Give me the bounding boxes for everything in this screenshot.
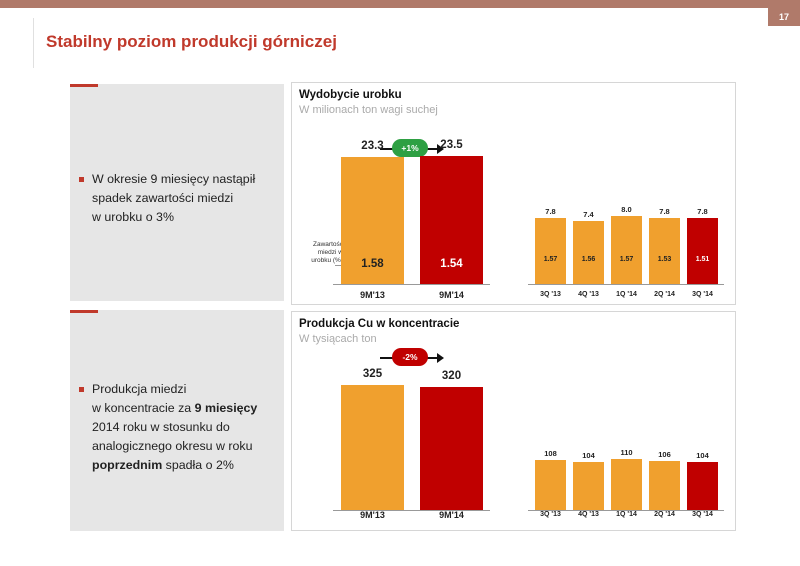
- data-label: 7.8: [545, 206, 556, 216]
- chart-subtitle: W tysiącach ton: [299, 333, 377, 345]
- copper-content-label: 1.57: [543, 256, 558, 263]
- bar: [611, 459, 642, 510]
- data-label: 23.5: [440, 139, 463, 151]
- growth-badge: +1%: [392, 139, 428, 157]
- bar: [341, 157, 404, 284]
- growth-badge: -2%: [392, 348, 428, 366]
- mining-summary-text: W okresie 9 miesięcy nastąpił spadek zawa…: [92, 170, 255, 227]
- data-label: 7.8: [697, 206, 708, 216]
- data-label: 104: [696, 450, 709, 460]
- bar: [420, 386, 483, 510]
- page-title: Stabilny poziom produkcji górniczej: [46, 32, 337, 51]
- bullet-icon: [79, 177, 84, 182]
- tick-label: 1Q '14: [616, 291, 637, 298]
- tick-label: 2Q '14: [654, 511, 675, 518]
- left-panel-mining-summary: W okresie 9 miesięcy nastąpił spadek zawa…: [70, 84, 284, 301]
- bar: [687, 217, 718, 284]
- tick-label: 9M'14: [439, 290, 464, 300]
- data-label: 104: [582, 450, 595, 460]
- data-label: 106: [658, 449, 671, 459]
- x-axis-line: [528, 510, 724, 511]
- text-line: Produkcja miedzi: [92, 382, 187, 396]
- tick-label: 3Q '14: [692, 291, 713, 298]
- tick-label: 4Q '13: [578, 291, 599, 298]
- bar: [611, 216, 642, 284]
- text-line: spadek zawartości miedzi: [92, 191, 234, 205]
- tick-label: 3Q '13: [540, 511, 561, 518]
- tick-label: 2Q '14: [654, 291, 675, 298]
- data-label: 108: [544, 448, 557, 458]
- text-line: w koncentracie za 9 miesięcy: [92, 401, 258, 415]
- bar: [649, 460, 680, 510]
- header-bar: [0, 0, 800, 8]
- data-label: 8.0: [621, 205, 632, 214]
- tick-label: 3Q '14: [692, 511, 713, 518]
- tick-label: 9M'13: [360, 290, 385, 300]
- panel-accent-line: [70, 84, 98, 87]
- copper-summary-text: Produkcja miedzi w koncentracie za 9 mies…: [92, 380, 257, 475]
- x-axis-line: [528, 284, 724, 285]
- copper-content-label: 1.57: [619, 256, 634, 263]
- page-number: 17: [768, 8, 800, 26]
- text-line: analogicznego okresu w roku: [92, 439, 253, 453]
- title-divider: [33, 18, 34, 68]
- copper-content-label: 1.58: [361, 258, 384, 270]
- data-label: 7.8: [659, 206, 670, 216]
- copper-content-label: 1.51: [695, 256, 710, 263]
- tick-label: 4Q '13: [578, 511, 599, 518]
- bar: [573, 461, 604, 510]
- data-label: 320: [441, 369, 462, 382]
- chart-title: Produkcja Cu w koncentracie: [299, 318, 460, 330]
- copper-content-label: 1.56: [581, 256, 596, 263]
- bar: [649, 217, 680, 284]
- data-label: 325: [362, 368, 383, 380]
- data-label: 23.3: [361, 140, 384, 153]
- bar: [341, 385, 404, 510]
- x-axis-line: [333, 510, 490, 511]
- tick-label: 3Q '13: [540, 291, 561, 298]
- tick-label: 1Q '14: [616, 511, 637, 518]
- bar: [687, 461, 718, 510]
- text-line: 2014 roku w stosunku do: [92, 420, 230, 434]
- tick-label: 9M'14: [439, 510, 464, 520]
- chart-subtitle: W milionach ton wagi suchej: [299, 104, 438, 116]
- bar: [535, 217, 566, 284]
- copper-content-label: 1.54: [440, 258, 463, 270]
- bar: [420, 156, 483, 284]
- x-axis-line: [333, 284, 490, 285]
- chart-title: Wydobycie urobku: [299, 89, 402, 101]
- left-panel-copper-summary: Produkcja miedzi w koncentracie za 9 mies…: [70, 310, 284, 531]
- data-label: 7.4: [583, 210, 594, 220]
- text-line: poprzednim spadła o 2%: [92, 458, 234, 472]
- copper-content-label: 1.53: [657, 256, 672, 263]
- emphasis-text: 9 miesięcy: [194, 401, 258, 415]
- tick-label: 9M'13: [360, 510, 385, 520]
- bar: [535, 459, 566, 510]
- text-line: W okresie 9 miesięcy nastąpił: [92, 172, 256, 186]
- copper-content-label: Zawartość miedzi w urobku (%): [311, 241, 343, 264]
- text-line: w urobku o 3%: [92, 210, 174, 224]
- panel-accent-line: [70, 310, 98, 313]
- bar: [573, 221, 604, 284]
- bullet-icon: [79, 387, 84, 392]
- data-label: 110: [620, 448, 633, 457]
- emphasis-text: poprzednim: [92, 458, 163, 472]
